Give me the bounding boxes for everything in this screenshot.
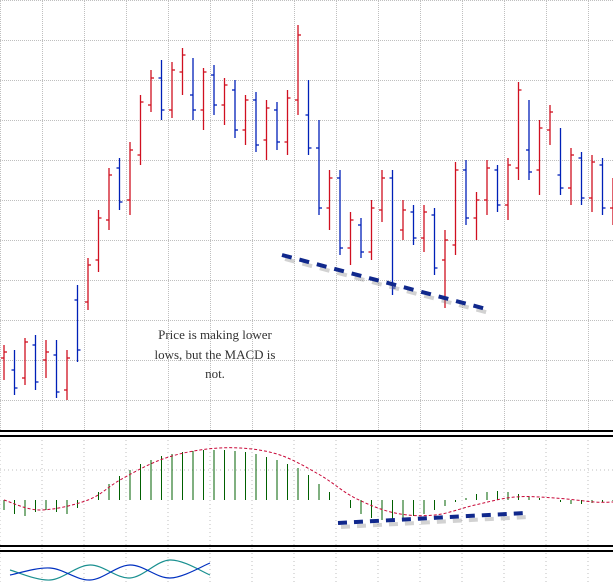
price-bars-svg <box>0 0 613 430</box>
price-panel: Price is making lower lows, but the MACD… <box>0 0 613 430</box>
panel-divider-1b <box>0 435 613 437</box>
panel-divider-1a <box>0 430 613 432</box>
annotation-line3: not. <box>205 366 225 381</box>
annotation-line1: Price is making lower <box>158 327 272 342</box>
chart-container: Price is making lower lows, but the MACD… <box>0 0 613 585</box>
panel-divider-2b <box>0 550 613 552</box>
bottom-indicator-svg <box>0 553 613 585</box>
panel-divider-2a <box>0 545 613 547</box>
macd-panel-svg <box>0 440 613 550</box>
divergence-annotation: Price is making lower lows, but the MACD… <box>125 325 305 384</box>
annotation-line2: lows, but the MACD is <box>155 347 276 362</box>
